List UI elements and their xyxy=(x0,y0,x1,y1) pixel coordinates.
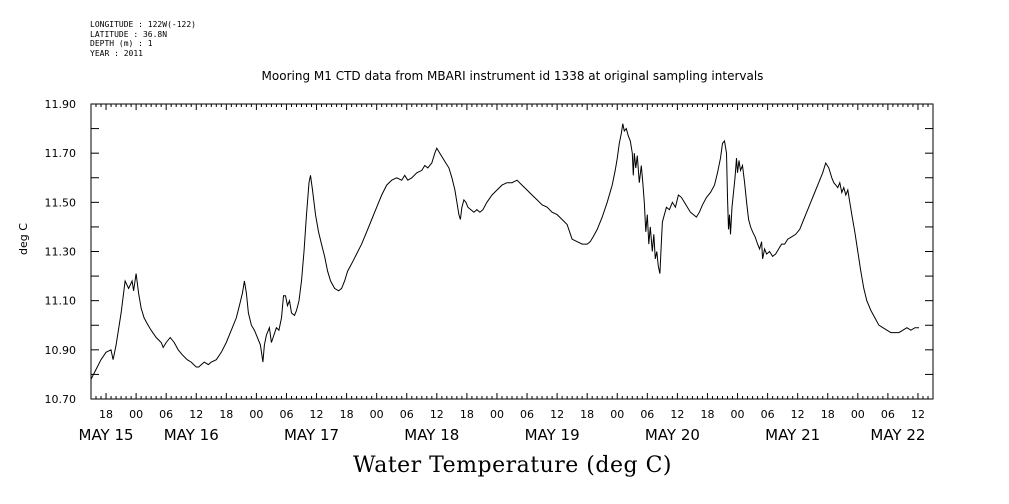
date-label: MAY 22 xyxy=(870,426,925,444)
x-tick-label: 00 xyxy=(129,408,143,421)
x-tick-label: 12 xyxy=(670,408,684,421)
y-tick-label: 11.10 xyxy=(45,295,77,308)
metadata-block: LONGITUDE : 122W(-122) LATITUDE : 36.8N … xyxy=(90,20,196,58)
date-label: MAY 16 xyxy=(164,426,219,444)
date-label: MAY 15 xyxy=(79,426,134,444)
plot-frame xyxy=(90,103,934,400)
x-tick-label: 06 xyxy=(520,408,534,421)
x-tick-label: 18 xyxy=(580,408,594,421)
x-tick-label: 18 xyxy=(821,408,835,421)
x-tick-label: 00 xyxy=(370,408,384,421)
x-tick-label: 06 xyxy=(881,408,895,421)
x-tick-label: 18 xyxy=(700,408,714,421)
x-tick-label: 12 xyxy=(911,408,925,421)
date-label: MAY 17 xyxy=(284,426,339,444)
x-tick-label: 12 xyxy=(189,408,203,421)
y-tick-label: 11.70 xyxy=(45,147,77,160)
depth-text: DEPTH (m) : 1 xyxy=(90,39,153,48)
x-tick-label: 18 xyxy=(340,408,354,421)
x-tick-label: 06 xyxy=(761,408,775,421)
x-tick-label: 00 xyxy=(610,408,624,421)
date-labels: MAY 15 MAY 16 MAY 17 MAY 18 MAY 19 MAY 20 MAY … xyxy=(79,426,926,444)
x-tick-label: 12 xyxy=(550,408,564,421)
x-tick-label: 12 xyxy=(791,408,805,421)
date-label: MAY 20 xyxy=(645,426,700,444)
temperature-series-line xyxy=(90,123,919,380)
x-tick-labels: 18 00 06 12 18 00 06 12 18 00 06 12 18 00 06 12 18 00 06 12… xyxy=(99,408,925,421)
x-tick-label: 06 xyxy=(279,408,293,421)
year-text: YEAR : 2011 xyxy=(90,48,143,58)
x-tick-label: 18 xyxy=(460,408,474,421)
date-label: MAY 21 xyxy=(765,426,820,444)
x-tick-label: 06 xyxy=(640,408,654,421)
x-tick-label: 00 xyxy=(490,408,504,421)
date-label: MAY 18 xyxy=(404,426,459,444)
y-tick-label: 11.30 xyxy=(45,246,77,259)
x-tick-label: 12 xyxy=(310,408,324,421)
longitude-text: LONGITUDE : 122W(-122) xyxy=(90,20,196,29)
x-axis-title: Water Temperature (deg C) xyxy=(353,453,672,478)
chart-title: Mooring M1 CTD data from MBARI instrumen… xyxy=(261,69,764,83)
x-tick-label: 00 xyxy=(851,408,865,421)
x-tick-label: 06 xyxy=(159,408,173,421)
y-tick-label: 11.90 xyxy=(45,98,77,111)
x-tick-label: 18 xyxy=(99,408,113,421)
x-tick-label: 12 xyxy=(430,408,444,421)
x-tick-label: 00 xyxy=(249,408,263,421)
date-label: MAY 19 xyxy=(525,426,580,444)
axis-ticks xyxy=(90,103,934,400)
y-tick-labels: 10.70 10.90 11.10 11.30 11.50 11.70 11.90 xyxy=(45,98,77,406)
y-tick-label: 11.50 xyxy=(45,196,77,209)
y-tick-label: 10.90 xyxy=(45,344,77,357)
x-tick-label: 00 xyxy=(731,408,745,421)
latitude-text: LATITUDE : 36.8N xyxy=(90,29,168,39)
x-tick-label: 18 xyxy=(219,408,233,421)
y-tick-label: 10.70 xyxy=(45,393,77,406)
x-tick-label: 06 xyxy=(400,408,414,421)
